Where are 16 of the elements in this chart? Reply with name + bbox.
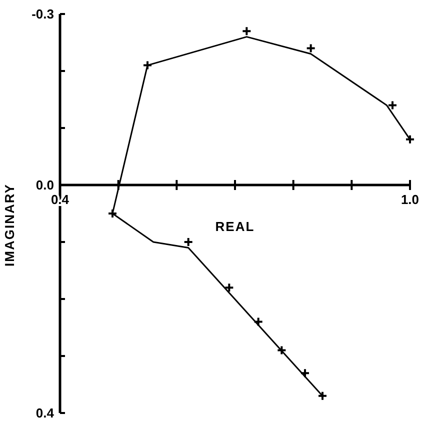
point xyxy=(388,100,398,110)
y-tick-label: 0.0 xyxy=(36,178,54,193)
y-tick-label: -0.3 xyxy=(32,6,54,22)
x-axis-title: REAL xyxy=(215,219,255,234)
point xyxy=(253,316,264,327)
point xyxy=(300,368,310,378)
point xyxy=(183,237,194,247)
y-axis-title: IMAGINARY xyxy=(2,184,17,266)
point xyxy=(242,26,252,36)
point xyxy=(142,60,152,70)
point xyxy=(276,345,287,356)
x-tick-label: 1.0 xyxy=(400,192,420,207)
point xyxy=(224,282,234,293)
point xyxy=(306,43,316,54)
point xyxy=(108,208,118,218)
y-tick-label: 0.4 xyxy=(36,406,55,421)
